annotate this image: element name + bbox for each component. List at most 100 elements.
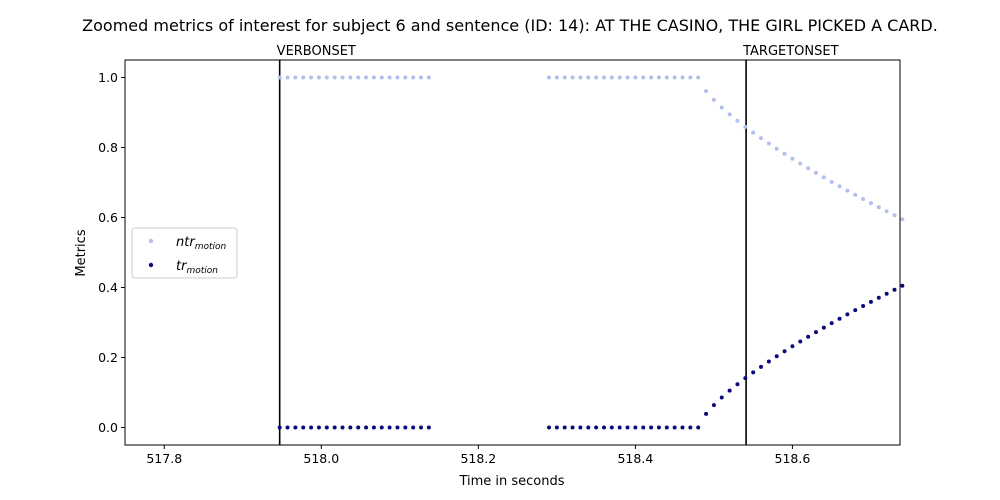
point-tr-motion bbox=[759, 364, 764, 369]
legend-marker-ntr bbox=[148, 238, 154, 244]
point-tr-motion bbox=[562, 425, 567, 430]
point-tr-motion bbox=[348, 425, 353, 430]
point-tr-motion bbox=[594, 425, 599, 430]
point-ntr-motion bbox=[680, 75, 685, 80]
point-tr-motion bbox=[704, 411, 709, 416]
y-tick-label: 0.0 bbox=[98, 420, 118, 435]
point-tr-motion bbox=[766, 359, 771, 364]
point-tr-motion bbox=[570, 425, 575, 430]
point-ntr-motion bbox=[688, 75, 693, 80]
point-tr-motion bbox=[387, 425, 392, 430]
point-tr-motion bbox=[547, 425, 552, 430]
point-ntr-motion bbox=[876, 205, 881, 210]
point-ntr-motion bbox=[332, 75, 337, 80]
axis-ticks: 517.8 518.0 518.2 518.4 518.6 0.0 0.2 0.4 0.6 0.8… bbox=[98, 70, 810, 466]
point-tr-motion bbox=[411, 425, 416, 430]
point-ntr-motion bbox=[664, 75, 669, 80]
point-tr-motion bbox=[711, 403, 716, 408]
point-ntr-motion bbox=[324, 75, 329, 80]
point-tr-motion bbox=[609, 425, 614, 430]
point-tr-motion bbox=[790, 344, 795, 349]
point-ntr-motion bbox=[845, 188, 850, 193]
point-tr-motion bbox=[892, 287, 897, 292]
point-ntr-motion bbox=[672, 75, 677, 80]
point-tr-motion bbox=[656, 425, 661, 430]
point-tr-motion bbox=[688, 425, 693, 430]
chart-title: Zoomed metrics of interest for subject 6… bbox=[82, 16, 938, 35]
point-tr-motion bbox=[578, 425, 583, 430]
point-ntr-motion bbox=[735, 118, 740, 123]
point-tr-motion bbox=[696, 425, 701, 430]
point-ntr-motion bbox=[316, 75, 321, 80]
point-tr-motion bbox=[277, 425, 282, 430]
x-tick-label: 517.8 bbox=[146, 451, 182, 466]
point-tr-motion bbox=[680, 425, 685, 430]
point-tr-motion bbox=[743, 376, 748, 381]
point-ntr-motion bbox=[356, 75, 361, 80]
point-ntr-motion bbox=[806, 166, 811, 171]
point-tr-motion bbox=[884, 291, 889, 296]
point-ntr-motion bbox=[340, 75, 345, 80]
point-ntr-motion bbox=[411, 75, 416, 80]
point-ntr-motion bbox=[782, 151, 787, 156]
point-ntr-motion bbox=[293, 75, 298, 80]
vline-label-targetonset: TARGETONSET bbox=[742, 44, 839, 59]
vline-label-verbonset: VERBONSET bbox=[277, 44, 356, 59]
point-tr-motion bbox=[395, 425, 400, 430]
point-ntr-motion bbox=[900, 217, 905, 222]
point-ntr-motion bbox=[395, 75, 400, 80]
point-tr-motion bbox=[837, 316, 842, 321]
point-tr-motion bbox=[324, 425, 329, 430]
point-ntr-motion bbox=[656, 75, 661, 80]
point-tr-motion bbox=[426, 425, 431, 430]
point-tr-motion bbox=[829, 321, 834, 326]
point-tr-motion bbox=[419, 425, 424, 430]
point-tr-motion bbox=[285, 425, 290, 430]
point-ntr-motion bbox=[426, 75, 431, 80]
point-tr-motion bbox=[798, 339, 803, 344]
point-ntr-motion bbox=[837, 184, 842, 189]
point-ntr-motion bbox=[821, 175, 826, 180]
point-ntr-motion bbox=[727, 112, 732, 117]
point-ntr-motion bbox=[364, 75, 369, 80]
point-ntr-motion bbox=[387, 75, 392, 80]
point-tr-motion bbox=[813, 330, 818, 335]
point-ntr-motion bbox=[570, 75, 575, 80]
point-ntr-motion bbox=[285, 75, 290, 80]
point-tr-motion bbox=[379, 425, 384, 430]
point-tr-motion bbox=[293, 425, 298, 430]
point-ntr-motion bbox=[719, 105, 724, 110]
point-ntr-motion bbox=[301, 75, 306, 80]
point-ntr-motion bbox=[309, 75, 314, 80]
point-ntr-motion bbox=[751, 130, 756, 135]
legend-marker-tr bbox=[148, 262, 154, 268]
point-ntr-motion bbox=[711, 97, 716, 102]
point-ntr-motion bbox=[798, 161, 803, 166]
point-tr-motion bbox=[601, 425, 606, 430]
plot-frame bbox=[124, 59, 901, 446]
y-tick-label: 0.4 bbox=[98, 280, 118, 295]
point-ntr-motion bbox=[609, 75, 614, 80]
point-tr-motion bbox=[735, 382, 740, 387]
point-tr-motion bbox=[554, 425, 559, 430]
point-tr-motion bbox=[845, 312, 850, 317]
point-ntr-motion bbox=[578, 75, 583, 80]
point-ntr-motion bbox=[419, 75, 424, 80]
point-tr-motion bbox=[332, 425, 337, 430]
point-ntr-motion bbox=[617, 75, 622, 80]
point-ntr-motion bbox=[625, 75, 630, 80]
x-tick-label: 518.4 bbox=[617, 451, 653, 466]
point-tr-motion bbox=[633, 425, 638, 430]
point-tr-motion bbox=[782, 349, 787, 354]
point-tr-motion bbox=[649, 425, 654, 430]
y-tick-label: 0.2 bbox=[98, 350, 118, 365]
point-ntr-motion bbox=[403, 75, 408, 80]
point-tr-motion bbox=[617, 425, 622, 430]
point-ntr-motion bbox=[348, 75, 353, 80]
point-tr-motion bbox=[316, 425, 321, 430]
point-tr-motion bbox=[751, 370, 756, 375]
y-tick-label: 0.8 bbox=[98, 140, 118, 155]
x-tick-label: 518.2 bbox=[460, 451, 496, 466]
